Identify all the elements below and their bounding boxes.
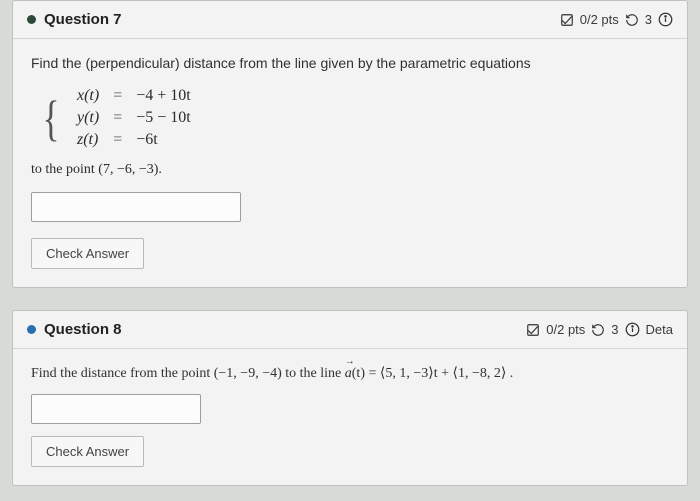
point-prefix: to the point xyxy=(31,162,98,177)
eq-lhs: z(t) xyxy=(71,130,105,150)
eq-rhs: −4 + 10t xyxy=(130,86,197,106)
attempts-count: 3 xyxy=(611,322,618,337)
table-row: x(t) = −4 + 10t xyxy=(71,86,197,106)
question-title: Question 7 xyxy=(44,11,122,28)
edit-icon[interactable] xyxy=(560,13,574,27)
equation-table: x(t) = −4 + 10t y(t) = −5 − 10t z(t) = −… xyxy=(69,84,199,152)
prompt-part-a: Find the distance from the point xyxy=(31,366,214,381)
info-icon[interactable] xyxy=(625,322,640,337)
eq-rhs: −5 − 10t xyxy=(130,108,197,128)
status-bullet-icon xyxy=(27,15,36,24)
eq-rhs: −6t xyxy=(130,130,197,150)
question-body: Find the (perpendicular) distance from t… xyxy=(13,39,687,287)
point-text: to the point (7, −6, −3). xyxy=(31,162,669,178)
line-rhs: ⟨5, 1, −3⟩t + ⟨1, −8, 2⟩ . xyxy=(380,366,513,381)
vector-arg: (t) = xyxy=(352,366,380,381)
question-body: Find the distance from the point (−1, −9… xyxy=(13,349,687,485)
question-card-7: Question 7 0/2 pts 3 Find the (perpendic… xyxy=(12,0,688,288)
eq-sign: = xyxy=(107,108,128,128)
vector-a: a xyxy=(345,363,352,384)
points-label: 0/2 pts xyxy=(546,322,585,337)
attempts-count: 3 xyxy=(645,12,652,27)
question-meta: 0/2 pts 3 Deta xyxy=(526,322,673,337)
check-answer-button[interactable]: Check Answer xyxy=(31,238,144,269)
eq-sign: = xyxy=(107,86,128,106)
question-header-left: Question 8 xyxy=(27,321,122,338)
eq-sign: = xyxy=(107,130,128,150)
question-prompt: Find the (perpendicular) distance from t… xyxy=(31,53,669,74)
left-brace-icon: { xyxy=(43,93,60,143)
question-header-left: Question 7 xyxy=(27,11,122,28)
prompt-part-b: to the line xyxy=(282,366,345,381)
table-row: y(t) = −5 − 10t xyxy=(71,108,197,128)
status-bullet-icon xyxy=(27,325,36,334)
table-row: z(t) = −6t xyxy=(71,130,197,150)
question-header: Question 7 0/2 pts 3 xyxy=(13,1,687,39)
retry-icon[interactable] xyxy=(625,13,639,27)
parametric-equations: { x(t) = −4 + 10t y(t) = −5 − 10t z(t) =… xyxy=(39,84,669,152)
question-title: Question 8 xyxy=(44,321,122,338)
question-header: Question 8 0/2 pts 3 Deta xyxy=(13,311,687,349)
answer-input[interactable] xyxy=(31,192,241,222)
eq-lhs: x(t) xyxy=(71,86,105,106)
edit-icon[interactable] xyxy=(526,323,540,337)
info-icon[interactable] xyxy=(658,12,673,27)
question-prompt: Find the distance from the point (−1, −9… xyxy=(31,363,669,384)
check-answer-button[interactable]: Check Answer xyxy=(31,436,144,467)
question-card-8: Question 8 0/2 pts 3 Deta Find the dista… xyxy=(12,310,688,486)
answer-input[interactable] xyxy=(31,394,201,424)
points-label: 0/2 pts xyxy=(580,12,619,27)
details-link[interactable]: Deta xyxy=(646,322,673,337)
point-value: (−1, −9, −4) xyxy=(214,366,282,381)
retry-icon[interactable] xyxy=(591,323,605,337)
point-value: (7, −6, −3). xyxy=(98,162,162,177)
eq-lhs: y(t) xyxy=(71,108,105,128)
question-meta: 0/2 pts 3 xyxy=(560,12,673,27)
